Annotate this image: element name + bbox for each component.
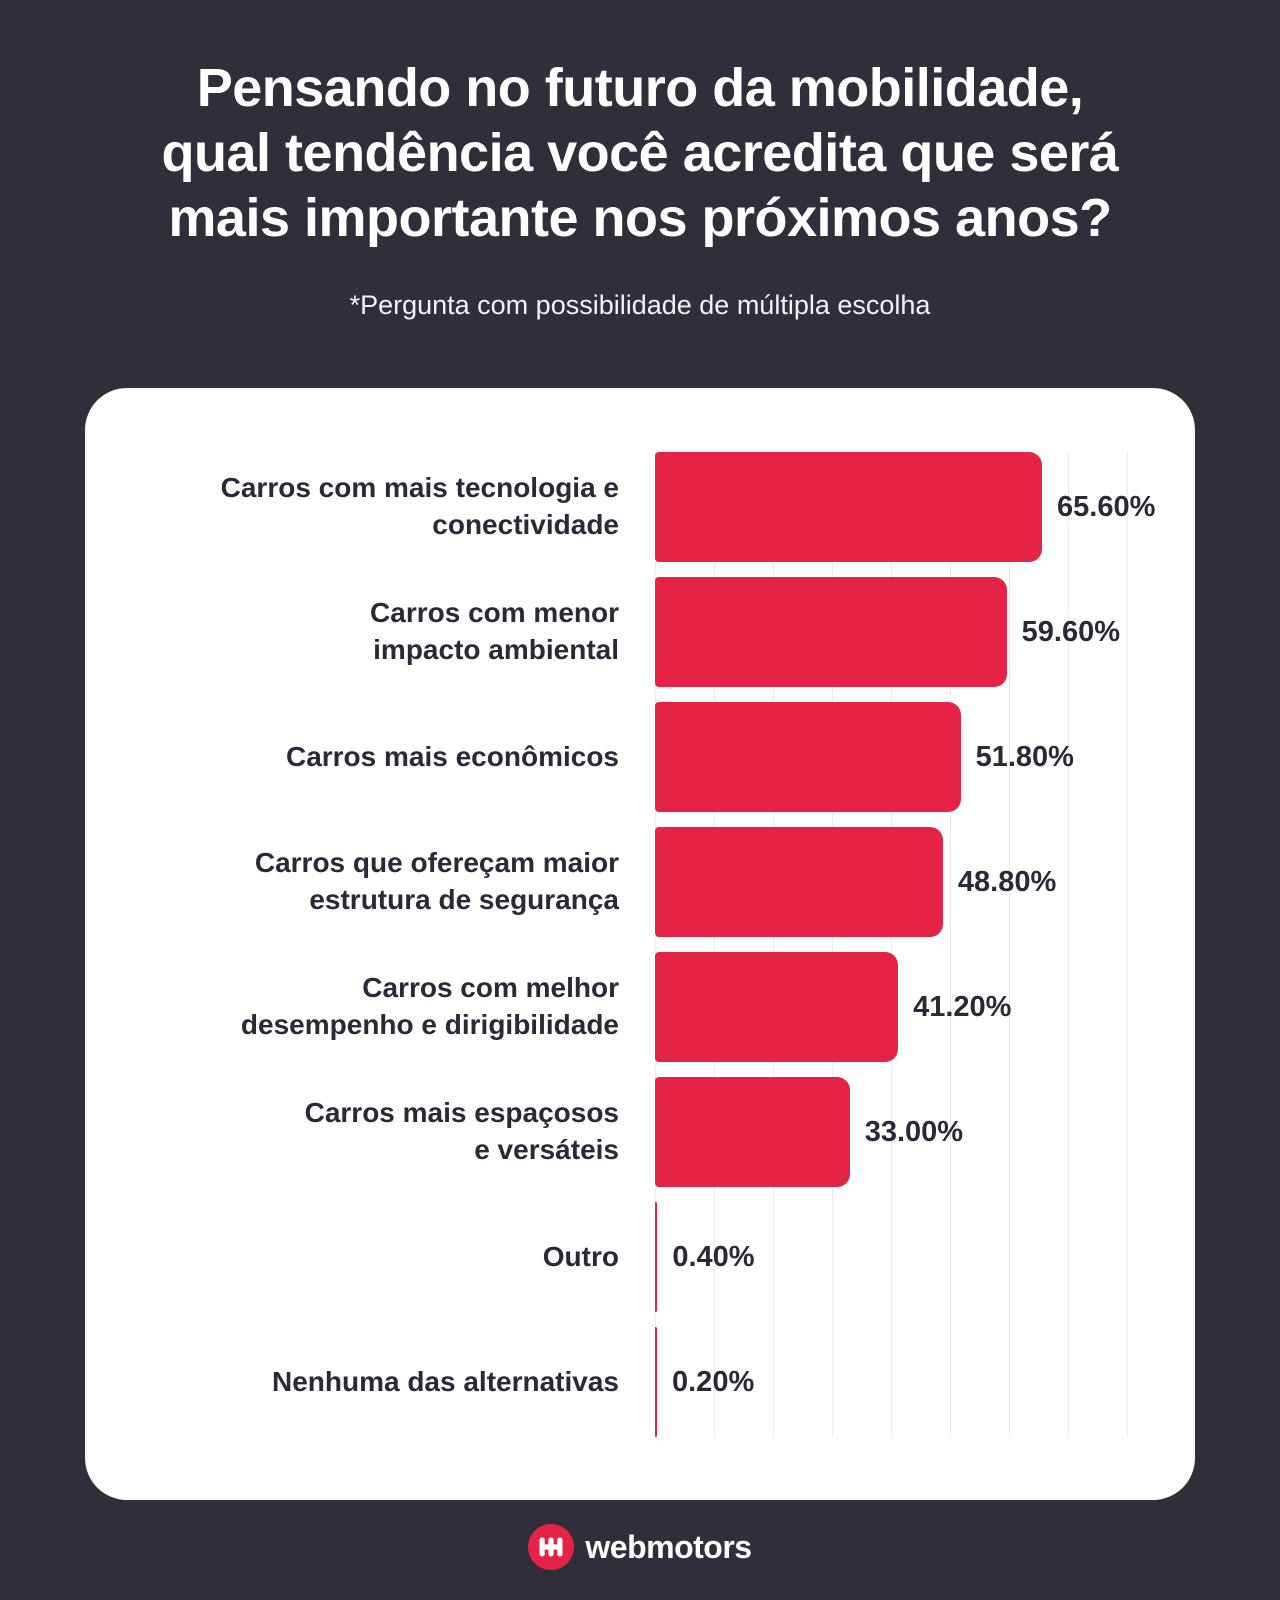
gridline — [655, 452, 656, 1437]
value-label: 65.60% — [1057, 490, 1156, 523]
page-subtitle: *Pergunta com possibilidade de múltipla … — [349, 290, 931, 321]
bar-chart-row: Carros com menor impacto ambiental 59.60% — [85, 577, 1195, 687]
bar — [655, 1077, 850, 1187]
value-label: 48.80% — [957, 865, 1057, 898]
value-label: 0.40% — [672, 1240, 755, 1273]
bar — [655, 952, 899, 1062]
category-label: Carros mais espaçosos e versáteis — [304, 1097, 619, 1165]
gridline — [891, 452, 892, 1437]
brand-name: webmotors — [585, 1528, 752, 1565]
bar — [655, 1202, 658, 1312]
brand-footer: webmotors — [0, 1524, 1280, 1570]
category-label: Nenhuma das alternativas — [271, 1365, 619, 1397]
category-label: Carros mais econômicos — [285, 740, 619, 772]
value-label: 41.20% — [913, 990, 1012, 1023]
webmotors-logo-icon — [528, 1524, 575, 1570]
bar-chart: Carros com mais tecnologia e conectividad… — [85, 388, 1195, 1500]
category-label: Carros com menor impacto ambiental — [370, 597, 619, 665]
gridline — [1068, 452, 1069, 1437]
bar — [655, 452, 1043, 562]
category-label: Carros que ofereçam maior estrutura de se… — [254, 847, 619, 915]
bar-track: 33.00% — [655, 1077, 1195, 1187]
value-label: 33.00% — [864, 1115, 964, 1148]
header: Pensando no futuro da mobilidade, qual t… — [0, 0, 1280, 321]
bar-chart-row: Outro 0.40% — [85, 1202, 1195, 1312]
gridlines — [655, 452, 1137, 1437]
gridline — [1127, 452, 1128, 1437]
value-label: 0.20% — [672, 1365, 755, 1398]
gridline — [773, 452, 774, 1437]
category-label: Outro — [542, 1240, 619, 1272]
category-label: Carros com melhor desempenho e dirigibili… — [240, 972, 619, 1040]
infographic-card: Carros com mais tecnologia e conectividad… — [85, 388, 1195, 1500]
bar-track: 65.60% — [655, 452, 1195, 562]
gridline — [950, 452, 951, 1437]
bar-chart-row: Carros mais econômicos 51.80% — [85, 702, 1195, 812]
bar-chart-row: Carros mais espaçosos e versáteis 33.00% — [85, 1077, 1195, 1187]
bar — [655, 827, 943, 937]
bar-track: 41.20% — [655, 952, 1195, 1062]
bar-track: 0.40% — [655, 1202, 1195, 1312]
bar-chart-row: Carros que ofereçam maior estrutura de se… — [85, 827, 1195, 937]
page-title: Pensando no futuro da mobilidade, qual t… — [161, 58, 1119, 248]
bar-chart-row: Nenhuma das alternativas 0.20% — [85, 1327, 1195, 1437]
bar — [655, 577, 1007, 687]
value-label: 59.60% — [1021, 615, 1120, 648]
bar-track: 48.80% — [655, 827, 1195, 937]
bar — [655, 1327, 657, 1437]
bar-track: 0.20% — [655, 1327, 1195, 1437]
bar-track: 59.60% — [655, 577, 1195, 687]
category-label: Carros com mais tecnologia e conectividad… — [220, 472, 619, 540]
gridline — [832, 452, 833, 1437]
bar-track: 51.80% — [655, 702, 1195, 812]
bar-chart-row: Carros com mais tecnologia e conectividad… — [85, 452, 1195, 562]
bar — [655, 702, 961, 812]
gridline — [714, 452, 715, 1437]
value-label: 51.80% — [975, 740, 1074, 773]
gridline — [1009, 452, 1010, 1437]
bar-chart-row: Carros com melhor desempenho e dirigibili… — [85, 952, 1195, 1062]
